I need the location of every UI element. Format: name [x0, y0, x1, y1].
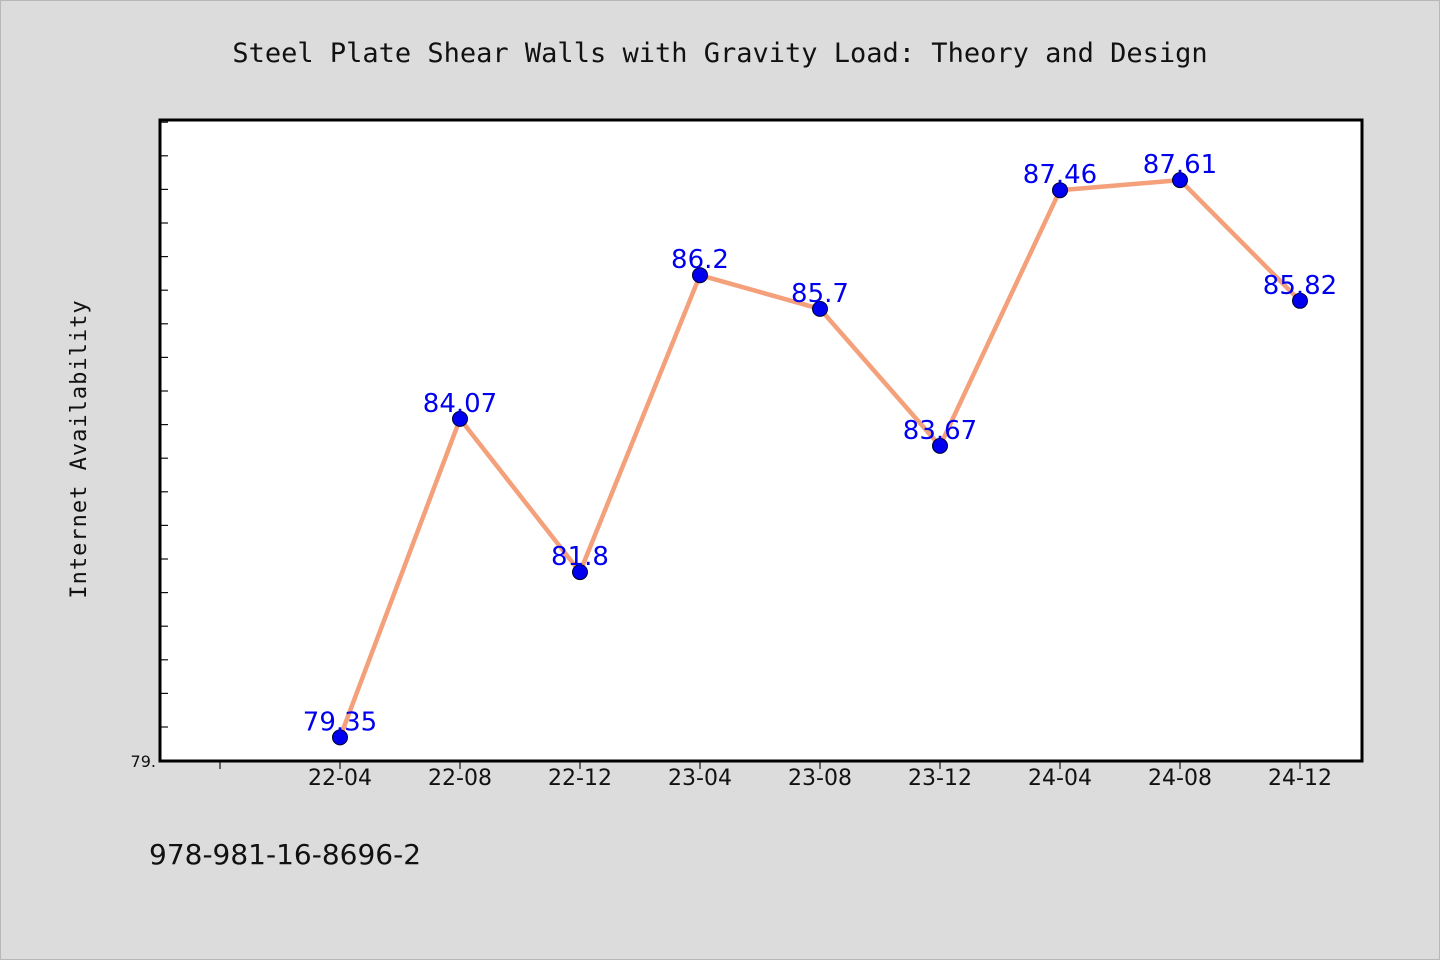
- x-tick-label: 24-12: [1268, 766, 1332, 791]
- x-tick-label: 23-04: [668, 766, 732, 791]
- data-point: [812, 300, 828, 317]
- data-label: 81.8: [551, 542, 609, 572]
- x-tick-label: 23-08: [788, 766, 852, 791]
- data-label: 86.2: [671, 245, 729, 275]
- data-label: 87.61: [1143, 150, 1217, 180]
- data-point: [932, 437, 948, 454]
- y-axis-label: Internet Availability: [67, 299, 92, 598]
- x-tick-label: 22-12: [548, 766, 612, 791]
- data-point: [332, 729, 348, 746]
- data-point: [452, 410, 468, 427]
- data-label: 85.82: [1263, 271, 1337, 301]
- plot-background: [160, 120, 1362, 761]
- x-tick-label: 24-08: [1148, 766, 1212, 791]
- data-point: [692, 267, 708, 284]
- data-label: 87.46: [1023, 160, 1097, 190]
- data-label: 84.07: [423, 389, 497, 419]
- data-point: [572, 564, 588, 581]
- x-tick-label: 22-08: [428, 766, 492, 791]
- chart-title: Steel Plate Shear Walls with Gravity Loa…: [232, 38, 1207, 69]
- data-point: [1172, 172, 1188, 189]
- y-tick-label: 79.: [131, 752, 156, 771]
- x-tick-label: 24-04: [1028, 766, 1092, 791]
- data-label: 83.67: [903, 416, 977, 446]
- plot-area: 22-04 22-08 22-12 23-04 23-08 23-12 24-04 24-08…: [131, 118, 1364, 791]
- x-tick-label: 23-12: [908, 766, 972, 791]
- x-tick-label: 22-04: [308, 766, 372, 791]
- data-label: 85.7: [791, 279, 849, 309]
- isbn-label: 978-981-16-8696-2: [149, 838, 421, 871]
- data-point: [1052, 182, 1068, 199]
- plot-border: [158, 118, 1364, 763]
- data-point: [1292, 292, 1308, 309]
- data-label: 79.35: [303, 707, 377, 737]
